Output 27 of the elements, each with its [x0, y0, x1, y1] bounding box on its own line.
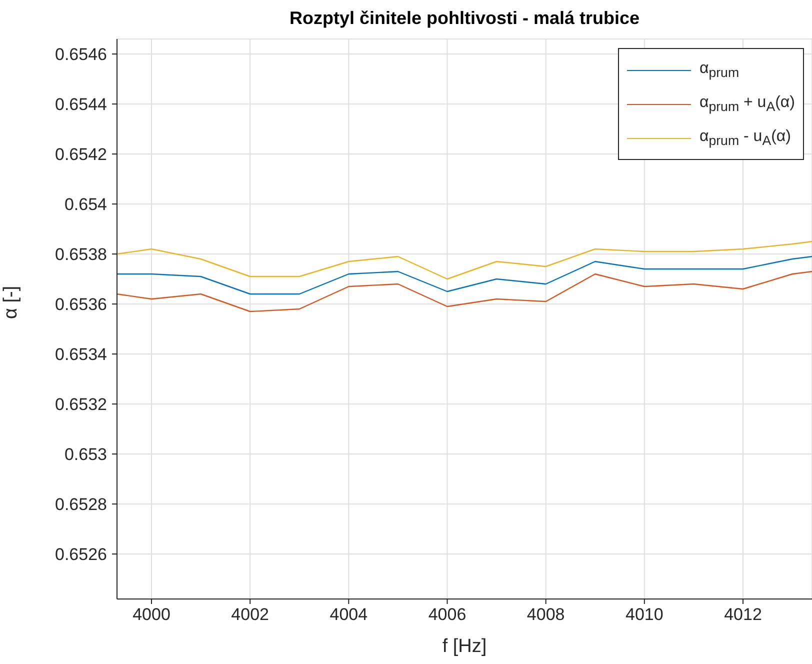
y-tick-label: 0.6528 [55, 495, 107, 514]
y-tick-label: 0.6536 [55, 295, 107, 314]
line-series [117, 240, 812, 280]
legend-label: α$_{prum}$ [699, 60, 740, 80]
legend-label: α$_{prum}$ + u$_{A}$(α) [699, 94, 795, 114]
y-tick-label: 0.6538 [55, 245, 107, 264]
y-tick-label: 0.6544 [55, 95, 107, 114]
line-series [117, 256, 812, 295]
y-tick-label: 0.654 [64, 195, 107, 214]
x-axis-title: f [Hz] [442, 636, 487, 657]
y-tick-label: 0.6526 [55, 545, 107, 564]
legend-label: α$_{prum}$ - u$_{A}$(α) [699, 128, 791, 148]
y-tick-label: 0.6534 [55, 345, 107, 364]
x-tick-label: 4002 [231, 605, 269, 624]
x-tick-label: 4010 [625, 605, 664, 624]
y-tick-label: 0.653 [64, 445, 107, 464]
y-tick-label: 0.6546 [55, 45, 107, 64]
chart-title: Rozptyl činitele pohltivosti - malá trubice [288, 8, 641, 29]
y-axis-title: α [-] [0, 286, 22, 319]
line-series [117, 270, 812, 312]
x-tick-label: 4012 [724, 605, 762, 624]
x-tick-label: 4006 [428, 605, 466, 624]
x-tick-label: 4008 [526, 605, 565, 624]
y-tick-label: 0.6532 [55, 395, 107, 414]
x-tick-label: 4000 [132, 605, 170, 624]
y-tick-label: 0.6542 [55, 145, 107, 164]
x-tick-label: 4004 [330, 605, 368, 624]
